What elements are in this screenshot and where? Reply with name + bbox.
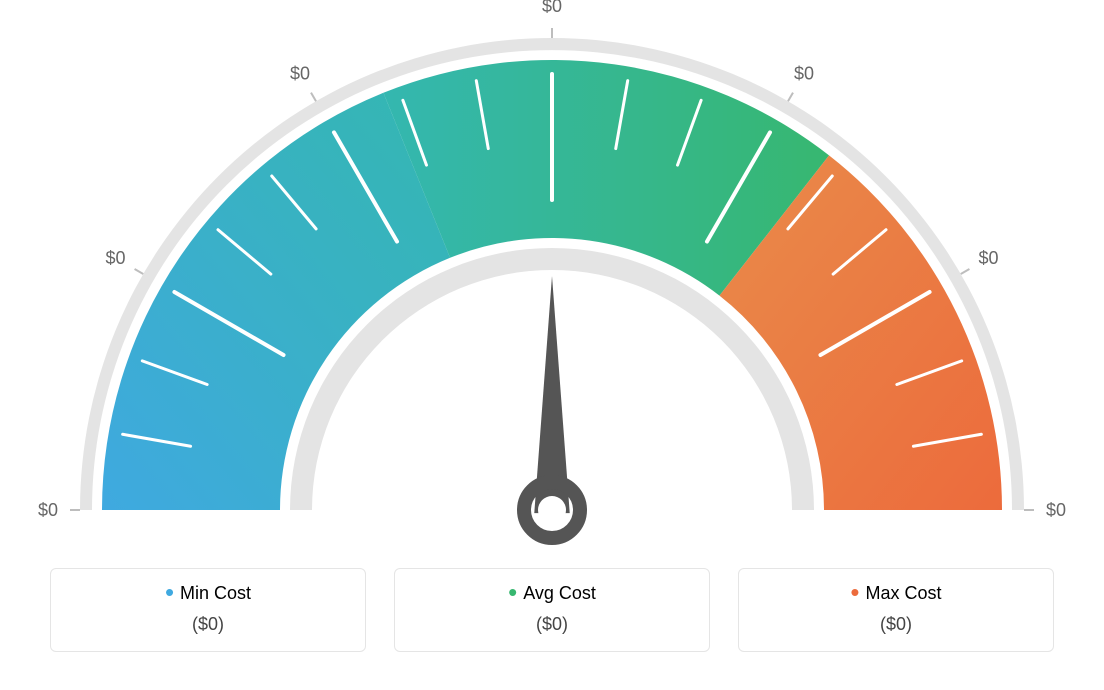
legend-label-min: Min Cost <box>180 583 251 603</box>
legend-box-min: •Min Cost ($0) <box>50 568 366 652</box>
legend-title-min: •Min Cost <box>61 583 355 604</box>
legend-box-avg: •Avg Cost ($0) <box>394 568 710 652</box>
legend-title-avg: •Avg Cost <box>405 583 699 604</box>
legend-row: •Min Cost ($0) •Avg Cost ($0) •Max Cost … <box>50 568 1054 652</box>
svg-text:$0: $0 <box>542 0 562 16</box>
legend-value-max: ($0) <box>749 614 1043 635</box>
gauge-chart: $0 $0 $0 $0 $0 $0 $0 <box>22 0 1082 560</box>
legend-box-max: •Max Cost ($0) <box>738 568 1054 652</box>
svg-text:$0: $0 <box>978 248 998 268</box>
svg-text:$0: $0 <box>794 64 814 84</box>
legend-title-max: •Max Cost <box>749 583 1043 604</box>
legend-label-avg: Avg Cost <box>523 583 596 603</box>
gauge-container: $0 $0 $0 $0 $0 $0 $0 <box>0 0 1104 560</box>
svg-text:$0: $0 <box>290 64 310 84</box>
legend-value-min: ($0) <box>61 614 355 635</box>
svg-text:$0: $0 <box>1046 500 1066 520</box>
legend-value-avg: ($0) <box>405 614 699 635</box>
svg-text:$0: $0 <box>106 248 126 268</box>
legend-label-max: Max Cost <box>866 583 942 603</box>
svg-text:$0: $0 <box>38 500 58 520</box>
